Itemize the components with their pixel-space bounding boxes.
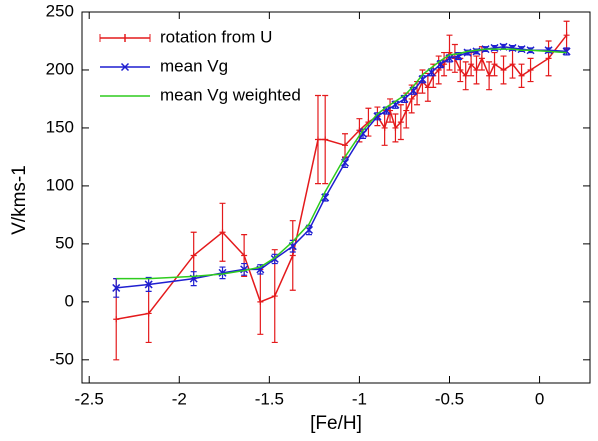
point-marker (314, 136, 321, 143)
x-tick-label: -2 (172, 389, 187, 408)
point-marker (462, 72, 469, 79)
point-marker (397, 119, 404, 126)
point-marker (356, 127, 363, 134)
point-marker (486, 72, 493, 79)
point-marker (545, 55, 552, 62)
point-marker (112, 283, 121, 292)
point-marker (145, 310, 152, 317)
legend-marker (120, 62, 130, 72)
point-marker (289, 252, 296, 259)
point-marker (403, 107, 410, 114)
point-marker (457, 66, 464, 73)
point-marker (322, 136, 329, 143)
point-marker (527, 66, 534, 73)
y-tick-label: 150 (46, 117, 74, 136)
point-marker (373, 112, 382, 121)
y-tick-label: 200 (46, 59, 74, 78)
point-marker (257, 298, 264, 305)
point-marker (509, 61, 516, 68)
point-marker (518, 72, 525, 79)
point-marker (190, 252, 197, 259)
y-tick-label: 0 (65, 291, 74, 310)
x-tick-label: -2.5 (75, 389, 104, 408)
legend-label: mean Vg (160, 56, 228, 75)
y-axis-label: V/kms-1 (9, 165, 30, 235)
series-line (116, 48, 567, 280)
point-marker (563, 32, 570, 39)
point-marker (271, 293, 278, 300)
point-marker (473, 66, 480, 73)
x-tick-label: 0 (535, 389, 544, 408)
point-marker (342, 142, 349, 149)
point-marker (144, 280, 153, 289)
point-marker (490, 43, 499, 52)
point-marker (381, 124, 388, 131)
point-marker (491, 61, 498, 68)
point-marker (544, 46, 553, 55)
point-marker (517, 45, 526, 54)
point-marker (218, 268, 227, 277)
point-marker (408, 95, 415, 102)
point-marker (500, 66, 507, 73)
x-tick-label: -0.5 (435, 389, 464, 408)
x-tick-label: -1.5 (255, 389, 284, 408)
x-axis-label: [Fe/H] (310, 413, 362, 434)
point-marker (113, 316, 120, 323)
point-marker (468, 61, 475, 68)
y-tick-label: 100 (46, 175, 74, 194)
point-marker (463, 48, 472, 57)
point-marker (472, 47, 481, 56)
point-marker (358, 129, 368, 138)
series-line (116, 46, 567, 289)
legend-label: rotation from U (160, 27, 272, 46)
y-tick-label: -50 (49, 349, 74, 368)
point-marker (241, 252, 248, 259)
y-tick-label: 250 (46, 1, 74, 20)
point-marker (508, 43, 517, 52)
y-tick-label: 50 (55, 233, 74, 252)
plot-frame (81, 11, 591, 384)
legend-label: mean Vg weighted (160, 85, 301, 104)
x-tick-label: -1 (352, 389, 367, 408)
point-marker (219, 229, 226, 236)
point-marker (424, 84, 431, 91)
point-marker (240, 265, 249, 274)
point-marker (392, 124, 399, 131)
point-marker (478, 55, 485, 62)
point-marker (562, 47, 571, 56)
